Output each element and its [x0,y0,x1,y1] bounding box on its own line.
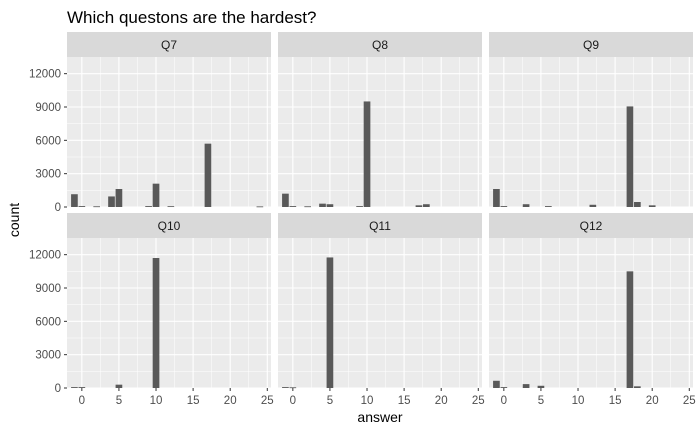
x-tick-label: 20 [435,395,448,407]
histogram-bar [167,206,175,208]
facet-strip [67,32,271,57]
x-tick-label: 15 [398,395,411,407]
histogram-bar [522,204,530,207]
histogram-bar [289,206,297,207]
histogram-bar [326,204,334,207]
x-tick-label: 25 [683,395,696,407]
histogram-bar [500,206,508,207]
histogram-bar [93,206,101,208]
facet-q11: Q11 0 5 10 15 20 25 [278,213,485,407]
histogram-bar [415,205,423,207]
histogram-bar [626,271,634,388]
histogram-bar [256,206,264,208]
histogram-bar [152,183,160,207]
y-tick-label: 9000 [35,102,61,114]
x-tick-label: 0 [290,395,296,407]
facet-q9: Q9 [489,32,693,208]
histogram-bar [289,387,297,389]
panel-background [489,57,693,207]
facet-q10: Q10 0 3000 6000 9000 12000 0 5 10 15 20 25 [29,213,274,407]
histogram-bar [282,387,289,388]
facet-strip-label: Q7 [161,38,177,52]
x-axis-title: answer [357,409,402,425]
histogram-bar [78,387,86,388]
facet-q7: Q7 0 3000 6000 9000 12000 [29,32,271,214]
histogram-bar [634,202,641,207]
panel-background [489,238,693,388]
histogram-bar [78,206,86,207]
panel-background [278,238,482,388]
facet-strip-label: Q10 [158,219,181,233]
x-tick-label: 0 [79,395,85,407]
facet-strip-label: Q11 [369,219,391,233]
histogram-bar [493,189,500,207]
y-tick-label: 0 [55,202,61,214]
x-tick-label: 10 [572,395,585,407]
histogram-bar [356,206,363,207]
histogram-bar [204,143,212,207]
x-tick-label: 10 [361,395,374,407]
histogram-bar [282,193,289,207]
y-tick-label: 6000 [35,316,61,328]
histogram-bar [589,204,597,207]
y-tick-label: 3000 [35,350,61,362]
facet-strip [278,213,482,238]
histogram-bar [493,380,500,388]
facet-strip-label: Q8 [372,38,388,52]
y-tick-label: 6000 [35,135,61,147]
panel-background [67,238,271,388]
histogram-bar [626,106,634,207]
histogram-bar [108,196,115,207]
x-tick-label: 15 [187,395,200,407]
facet-panels: Q7 0 3000 6000 9000 12000 Q8 Q9 Q10 0 3000 6000 9000… [29,32,696,407]
histogram-bar [423,204,430,207]
x-tick-label: 15 [609,395,622,407]
facet-strip [67,213,271,238]
x-tick-label: 25 [472,395,485,407]
y-tick-label: 12000 [29,69,61,81]
y-tick-label: 9000 [35,283,61,295]
histogram-bar [319,203,326,207]
histogram-bar [71,387,78,388]
y-axis-title: count [6,203,22,237]
y-tick-label: 0 [55,383,61,395]
histogram-bar [500,387,508,388]
histogram-bar [648,205,656,207]
chart-title: Which questons are the hardest? [67,8,316,27]
histogram-bar [304,206,312,208]
histogram-bar [145,206,152,207]
facet-q12: Q12 0 5 10 15 20 25 [489,213,696,407]
facet-strip [278,32,482,57]
x-tick-label: 5 [538,395,544,407]
histogram-bar [115,384,123,388]
histogram-bar [522,384,530,388]
histogram-bar [634,386,641,388]
histogram-bar [326,257,334,388]
histogram-bar [537,385,545,388]
histogram-bar [71,194,78,207]
facet-strip [489,213,693,238]
y-tick-label: 12000 [29,250,61,262]
facet-strip [489,32,693,57]
x-tick-label: 0 [501,395,507,407]
y-tick-label: 3000 [35,169,61,181]
x-tick-label: 20 [646,395,659,407]
panel-background [67,57,271,207]
histogram-bar [115,189,123,207]
panel-background [278,57,482,207]
histogram-bar [152,258,160,388]
x-tick-label: 5 [327,395,333,407]
x-tick-label: 10 [150,395,163,407]
x-tick-label: 5 [116,395,122,407]
facet-q8: Q8 [278,32,482,208]
x-tick-label: 25 [261,395,274,407]
facet-strip-label: Q9 [583,38,599,52]
histogram-bar [363,101,371,207]
facet-strip-label: Q12 [580,219,603,233]
x-tick-label: 20 [224,395,237,407]
histogram-bar [545,206,552,207]
